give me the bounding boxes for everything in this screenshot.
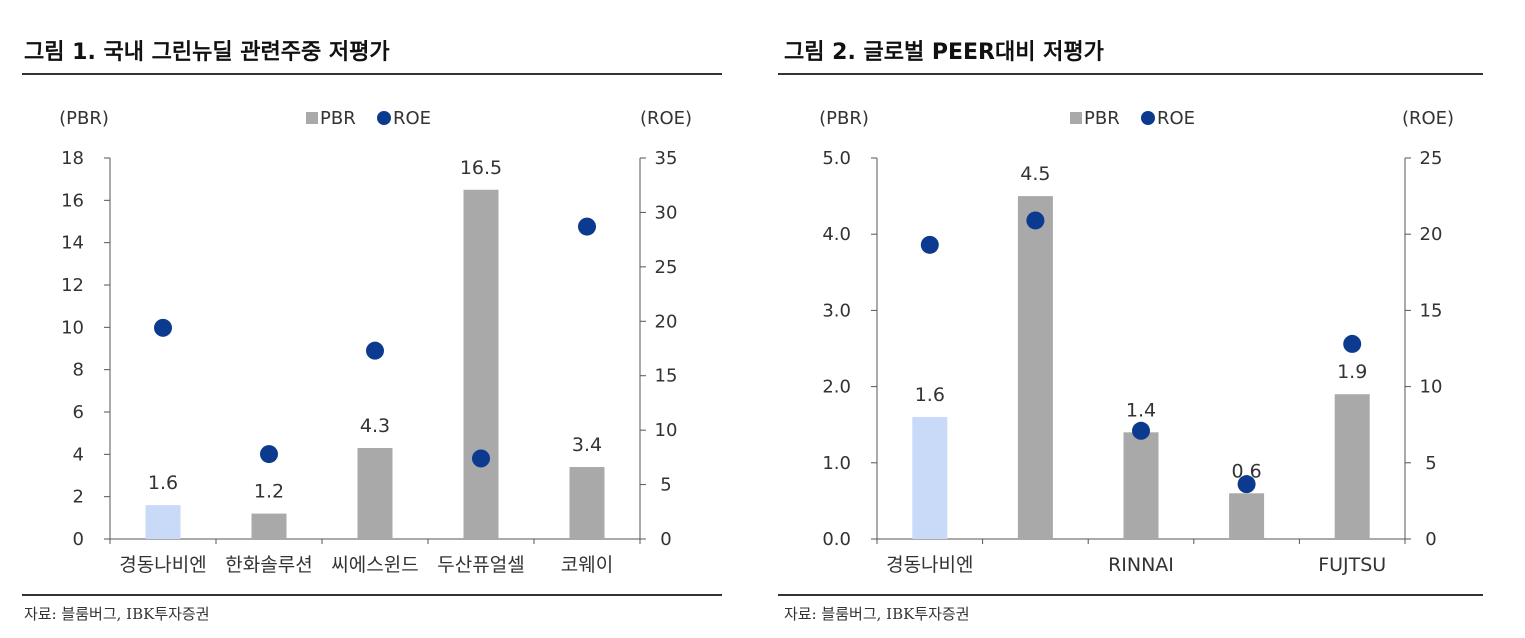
footer-rule bbox=[778, 594, 1483, 596]
roe-point bbox=[1237, 475, 1256, 494]
pbr-bar bbox=[145, 505, 181, 539]
left-tick-label: 8 bbox=[73, 360, 84, 381]
pbr-data-label: 1.6 bbox=[148, 472, 178, 494]
legend-swatch-roe bbox=[377, 111, 391, 125]
right-tick-label: 25 bbox=[1420, 148, 1443, 169]
category-label: 씨에스윈드 bbox=[331, 554, 418, 576]
left-tick-label: 0 bbox=[73, 529, 84, 550]
figure-2-source: 자료: 블룸버그, IBK투자증권 bbox=[784, 605, 970, 623]
pbr-bar bbox=[251, 513, 287, 539]
legend-swatch-pbr bbox=[1070, 112, 1082, 124]
pbr-data-label: 1.2 bbox=[254, 481, 284, 503]
title-rule bbox=[22, 73, 722, 75]
right-axis-unit: (ROE) bbox=[1402, 108, 1454, 129]
chart-2-svg: (PBR) (ROE) PBR ROE 0.0 1.0 2.0 3.0 4.0 5.0 0 5 10 15… bbox=[819, 108, 1454, 576]
roe-point bbox=[154, 318, 172, 337]
left-tick-label: 2.0 bbox=[822, 377, 851, 398]
right-tick-label: 35 bbox=[655, 148, 678, 169]
figure-1-panel: 그림 1. 국내 그린뉴딜 관련주중 저평가 (PBR) (ROE) PBR ROE 0… bbox=[0, 0, 740, 638]
right-tick-label: 0 bbox=[660, 529, 671, 550]
category-label: FUJTSU bbox=[1318, 554, 1386, 576]
left-tick-label: 5.0 bbox=[822, 148, 851, 169]
left-tick-label: 18 bbox=[61, 148, 84, 169]
chart-1-svg: (PBR) (ROE) PBR ROE 0 2 4 6 8 10 12 14 16 18 0 5 10 15 20 2… bbox=[59, 108, 692, 576]
figure-2-panel: 그림 2. 글로벌 PEER대비 저평가 (PBR) (ROE) PBR ROE 0.0… bbox=[772, 0, 1525, 638]
legend-label-pbr: PBR bbox=[1084, 108, 1120, 129]
left-tick-label: 10 bbox=[61, 317, 84, 338]
pbr-data-label: 1.9 bbox=[1337, 361, 1367, 383]
pbr-bar bbox=[357, 447, 393, 539]
right-tick-label: 20 bbox=[655, 311, 678, 332]
legend-label-roe: ROE bbox=[1157, 108, 1195, 129]
right-tick-label: 5 bbox=[1425, 453, 1436, 474]
left-axis-unit: (PBR) bbox=[59, 108, 109, 129]
roe-point bbox=[1026, 211, 1045, 230]
figure-2-title: 그림 2. 글로벌 PEER대비 저평가 bbox=[784, 40, 1104, 65]
left-tick-label: 16 bbox=[61, 190, 84, 211]
right-tick-label: 15 bbox=[1420, 300, 1443, 321]
legend-label-pbr: PBR bbox=[320, 108, 356, 129]
legend-swatch-roe bbox=[1141, 111, 1155, 125]
left-tick-label: 4.0 bbox=[822, 224, 851, 245]
left-tick-label: 12 bbox=[61, 275, 84, 296]
pbr-data-label: 16.5 bbox=[460, 157, 502, 179]
pbr-data-label: 1.6 bbox=[915, 384, 945, 406]
roe-point bbox=[920, 235, 939, 254]
right-axis-unit: (ROE) bbox=[640, 108, 692, 129]
pbr-data-label: 4.5 bbox=[1020, 163, 1050, 185]
category-label: 경동나비엔 bbox=[119, 554, 206, 576]
left-tick-label: 1.0 bbox=[822, 453, 851, 474]
pbr-data-label: 1.4 bbox=[1126, 399, 1156, 421]
roe-point bbox=[1343, 334, 1362, 353]
category-label: 경동나비엔 bbox=[886, 554, 973, 576]
left-tick-label: 14 bbox=[61, 233, 84, 254]
roe-point bbox=[366, 341, 384, 360]
left-tick-label: 6 bbox=[73, 402, 84, 423]
figure-1-title: 그림 1. 국내 그린뉴딜 관련주중 저평가 bbox=[24, 40, 390, 65]
roe-point bbox=[472, 449, 490, 468]
pbr-bar bbox=[1229, 493, 1265, 539]
figure-1-source: 자료: 블룸버그, IBK투자증권 bbox=[24, 605, 210, 623]
legend: PBR ROE bbox=[1070, 108, 1195, 129]
roe-point bbox=[578, 217, 596, 236]
left-axis-unit: (PBR) bbox=[819, 108, 869, 129]
legend: PBR ROE bbox=[306, 108, 431, 129]
left-tick-label: 0.0 bbox=[822, 529, 851, 550]
pbr-data-label: 3.4 bbox=[572, 434, 602, 456]
pbr-bar bbox=[569, 467, 605, 539]
category-label: 코웨이 bbox=[561, 554, 613, 576]
pbr-bar bbox=[1334, 394, 1370, 539]
left-tick-label: 2 bbox=[73, 487, 84, 508]
roe-point bbox=[1132, 421, 1150, 440]
left-tick-label: 4 bbox=[73, 444, 84, 465]
legend-swatch-pbr bbox=[306, 112, 318, 124]
right-tick-label: 20 bbox=[1420, 224, 1443, 245]
category-label: RINNAI bbox=[1108, 554, 1174, 576]
footer-rule bbox=[22, 594, 722, 596]
category-label: 두산퓨얼셀 bbox=[437, 554, 524, 576]
right-tick-label: 15 bbox=[655, 366, 678, 387]
pbr-bar bbox=[1123, 432, 1159, 539]
right-tick-label: 10 bbox=[655, 420, 678, 441]
right-tick-label: 10 bbox=[1420, 377, 1443, 398]
roe-point bbox=[260, 445, 278, 464]
legend-label-roe: ROE bbox=[393, 108, 431, 129]
pbr-bar bbox=[912, 417, 948, 539]
pbr-data-label: 4.3 bbox=[360, 415, 390, 437]
pbr-bar bbox=[1017, 196, 1053, 539]
title-rule bbox=[778, 73, 1483, 75]
category-label: 한화솔루션 bbox=[225, 554, 312, 576]
pbr-bar bbox=[463, 189, 499, 539]
pbr-data-label: 0.6 bbox=[1231, 460, 1261, 482]
left-tick-label: 3.0 bbox=[822, 300, 851, 321]
right-tick-label: 5 bbox=[660, 475, 671, 496]
right-tick-label: 30 bbox=[655, 202, 678, 223]
right-tick-label: 0 bbox=[1425, 529, 1436, 550]
right-tick-label: 25 bbox=[655, 257, 678, 278]
